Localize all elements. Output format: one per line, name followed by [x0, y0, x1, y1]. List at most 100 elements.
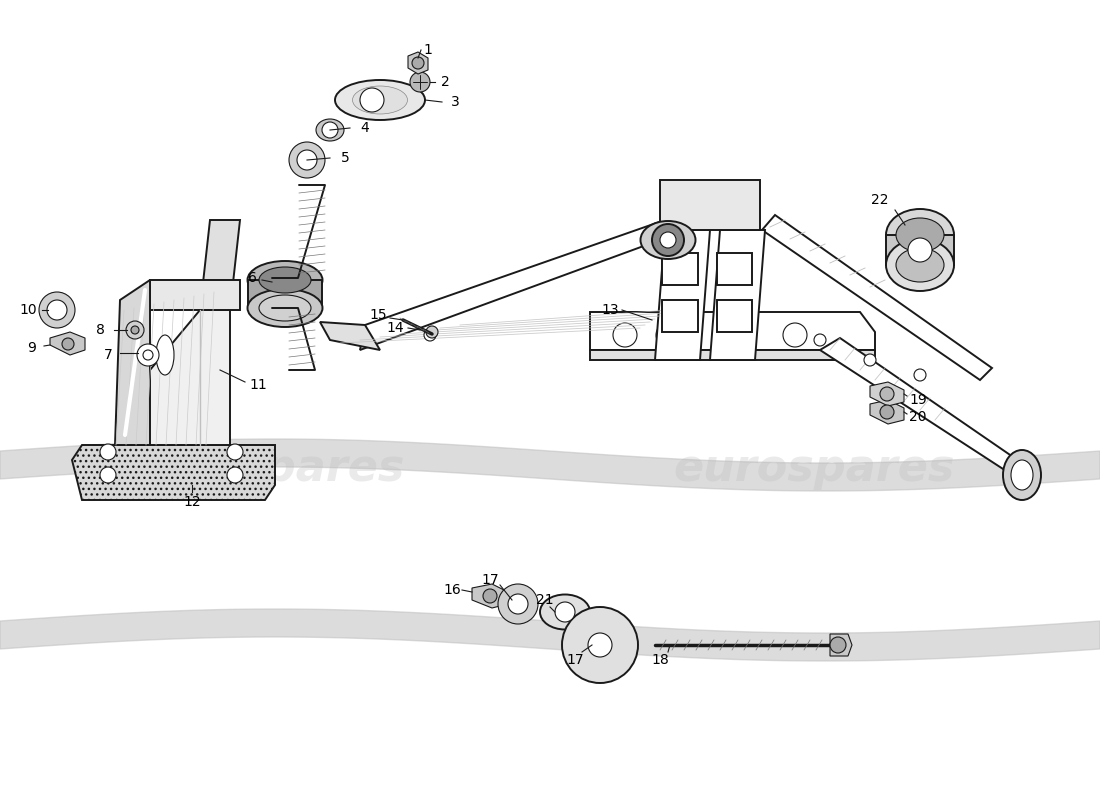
Polygon shape	[248, 280, 322, 308]
Ellipse shape	[1011, 460, 1033, 490]
Polygon shape	[72, 445, 275, 500]
Text: 8: 8	[96, 323, 104, 337]
Ellipse shape	[248, 261, 322, 299]
Circle shape	[588, 633, 612, 657]
Text: eurospares: eurospares	[673, 446, 955, 490]
Circle shape	[410, 72, 430, 92]
Text: 5: 5	[341, 151, 350, 165]
Circle shape	[864, 354, 876, 366]
Circle shape	[814, 334, 826, 346]
Polygon shape	[590, 350, 874, 360]
Ellipse shape	[540, 594, 590, 630]
Ellipse shape	[886, 209, 954, 261]
Polygon shape	[717, 253, 752, 285]
Circle shape	[62, 338, 74, 350]
Polygon shape	[830, 634, 852, 656]
Polygon shape	[150, 280, 240, 310]
Ellipse shape	[316, 119, 344, 141]
Ellipse shape	[896, 218, 944, 252]
Circle shape	[424, 329, 436, 341]
Text: 13: 13	[602, 303, 619, 317]
Circle shape	[880, 387, 894, 401]
Text: 2: 2	[441, 75, 450, 89]
Polygon shape	[820, 338, 1032, 480]
Polygon shape	[116, 310, 230, 445]
Text: 12: 12	[184, 495, 201, 509]
Circle shape	[880, 405, 894, 419]
Text: 3: 3	[451, 95, 460, 109]
Circle shape	[360, 88, 384, 112]
Circle shape	[652, 224, 684, 256]
Polygon shape	[717, 300, 752, 332]
Polygon shape	[116, 280, 150, 445]
Ellipse shape	[336, 80, 425, 120]
Ellipse shape	[143, 350, 153, 360]
Circle shape	[47, 300, 67, 320]
Text: 1: 1	[424, 43, 432, 57]
Ellipse shape	[1003, 450, 1041, 500]
Text: 10: 10	[19, 303, 36, 317]
Circle shape	[613, 323, 637, 347]
Circle shape	[508, 594, 528, 614]
Ellipse shape	[640, 221, 695, 259]
Circle shape	[483, 589, 497, 603]
Circle shape	[100, 444, 116, 460]
Text: 17: 17	[566, 653, 584, 667]
Circle shape	[289, 142, 324, 178]
Text: 22: 22	[871, 193, 889, 207]
Circle shape	[830, 637, 846, 653]
Circle shape	[718, 323, 743, 347]
Polygon shape	[200, 220, 240, 310]
Text: 9: 9	[28, 341, 36, 355]
Polygon shape	[408, 52, 428, 74]
Text: eurospares: eurospares	[123, 446, 405, 490]
Circle shape	[297, 150, 317, 170]
Circle shape	[227, 467, 243, 483]
Polygon shape	[886, 235, 954, 265]
Ellipse shape	[138, 344, 160, 366]
Ellipse shape	[886, 239, 954, 291]
Circle shape	[100, 467, 116, 483]
Text: 19: 19	[909, 393, 927, 407]
Ellipse shape	[248, 289, 322, 327]
Polygon shape	[360, 220, 666, 350]
Circle shape	[562, 607, 638, 683]
Polygon shape	[662, 253, 698, 285]
Circle shape	[39, 292, 75, 328]
Text: 7: 7	[103, 348, 112, 362]
Ellipse shape	[258, 267, 311, 293]
Ellipse shape	[258, 295, 311, 321]
Circle shape	[322, 122, 338, 138]
Polygon shape	[710, 230, 764, 360]
Ellipse shape	[156, 335, 174, 375]
Polygon shape	[472, 584, 508, 608]
Text: 18: 18	[651, 653, 669, 667]
Circle shape	[556, 602, 575, 622]
Circle shape	[908, 238, 932, 262]
Circle shape	[412, 57, 424, 69]
Polygon shape	[50, 332, 85, 355]
Polygon shape	[654, 230, 710, 360]
Text: 6: 6	[248, 271, 256, 285]
Ellipse shape	[131, 326, 139, 334]
Ellipse shape	[126, 321, 144, 339]
Polygon shape	[590, 312, 874, 350]
Circle shape	[426, 326, 438, 338]
Circle shape	[660, 232, 676, 248]
Ellipse shape	[896, 248, 944, 282]
Circle shape	[656, 323, 680, 347]
Ellipse shape	[352, 86, 407, 114]
Text: 4: 4	[361, 121, 370, 135]
Text: 17: 17	[481, 573, 498, 587]
Circle shape	[498, 584, 538, 624]
Text: 15: 15	[370, 308, 387, 322]
Polygon shape	[870, 382, 904, 406]
Text: 20: 20	[910, 410, 926, 424]
Circle shape	[783, 323, 807, 347]
Polygon shape	[762, 215, 992, 380]
Circle shape	[227, 444, 243, 460]
Text: 16: 16	[443, 583, 461, 597]
Text: 21: 21	[536, 593, 553, 607]
Text: 11: 11	[249, 378, 267, 392]
Polygon shape	[870, 400, 904, 424]
